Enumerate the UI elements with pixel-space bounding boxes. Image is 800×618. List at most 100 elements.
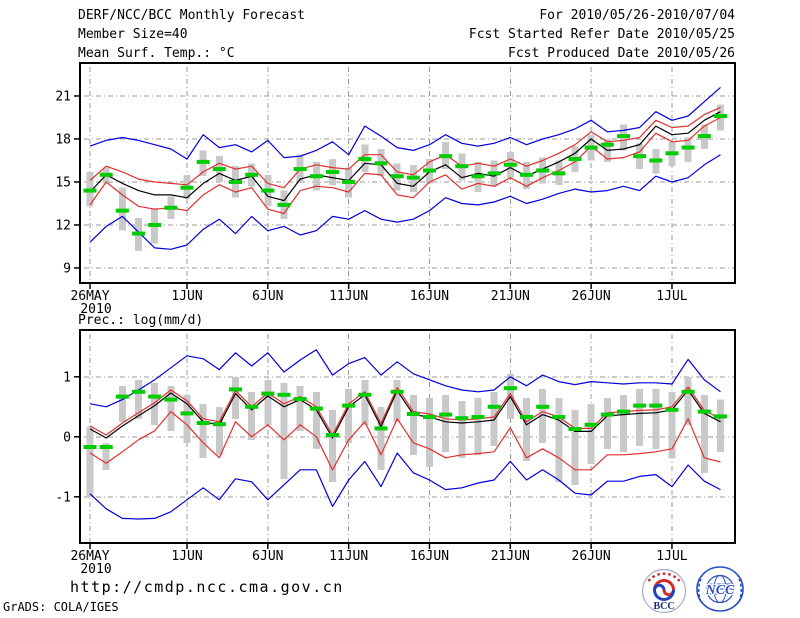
member-spread-bar <box>409 394 417 455</box>
obs-dash-mark <box>293 167 307 172</box>
member-spread-bar <box>86 426 94 497</box>
prec-spread-upper-line <box>89 386 721 436</box>
obs-dash-mark <box>83 445 97 449</box>
obs-dash-mark <box>99 445 113 449</box>
bcc-logo-text: BCC <box>653 601 674 612</box>
temp-spread-lower-line <box>89 116 721 215</box>
member-spread-bar <box>183 394 191 443</box>
obs-dash-mark <box>406 412 420 416</box>
obs-dash-mark <box>342 403 356 408</box>
x-tick-label: 11JUN <box>329 289 368 304</box>
obs-dash-mark <box>487 171 501 176</box>
fcst-produced-label: Fcst Produced Date 2010/05/26 <box>508 46 735 61</box>
obs-dash-mark <box>212 422 226 427</box>
ncc-logo-text: NCC <box>705 583 735 598</box>
prec-plot-frame <box>79 329 736 544</box>
x-tick-label: 16JUN <box>410 549 449 564</box>
obs-dash-mark <box>374 426 388 431</box>
x-tick-label: 11JUN <box>329 549 368 564</box>
page-title: DERF/NCC/BCC Monthly Forecast <box>78 8 305 23</box>
y-tick-label: 1 <box>63 370 71 385</box>
temp-ensemble-max-line <box>89 86 721 160</box>
obs-dash-mark <box>503 162 517 167</box>
obs-dash-mark <box>519 415 533 419</box>
y-tick-label: 15 <box>55 175 71 190</box>
obs-dash-mark <box>325 433 339 437</box>
member-spread-bar <box>539 388 547 443</box>
member-spread-bar <box>393 379 401 422</box>
obs-dash-mark <box>83 188 97 193</box>
x-tick-label: 21JUN <box>491 549 530 564</box>
temp-ensemble-min-line <box>89 154 721 250</box>
obs-dash-mark <box>519 172 533 177</box>
obs-dash-mark <box>309 174 323 179</box>
obs-dash-mark <box>132 231 146 236</box>
ncc-logo: NCC <box>696 566 744 612</box>
ncc-logo-wreath-right <box>737 575 743 603</box>
fcst-started-label: Fcst Started Refer Date 2010/05/25 <box>468 27 735 42</box>
member-spread-bar <box>151 382 159 425</box>
obs-dash-mark <box>713 414 727 419</box>
obs-dash-mark <box>600 142 614 147</box>
obs-dash-mark <box>633 403 647 408</box>
x-tick-label: 6JUN <box>252 549 283 564</box>
x-tick-label: 1JUN <box>171 549 202 564</box>
obs-dash-mark <box>358 157 372 162</box>
member-spread-bar <box>296 385 304 431</box>
member-spread-bar <box>716 399 724 452</box>
member-spread-bar <box>522 397 530 461</box>
obs-dash-mark <box>455 164 469 169</box>
x-tick-label: 16JUN <box>410 289 449 304</box>
obs-dash-mark <box>681 389 695 394</box>
obs-dash-mark <box>115 208 129 213</box>
x-tick-label: 26MAY <box>70 289 109 304</box>
member-spread-bar <box>587 403 595 464</box>
temp-plot-frame <box>79 62 736 284</box>
member-spread-bar <box>603 397 611 449</box>
obs-dash-mark <box>309 406 323 411</box>
obs-dash-mark <box>164 205 178 210</box>
forecast-period-label: For 2010/05/26-2010/07/04 <box>539 8 735 23</box>
prec-ensemble-min-line <box>89 452 721 520</box>
obs-dash-mark <box>164 397 178 402</box>
x-tick-label: 1JUN <box>171 289 202 304</box>
temp-chart-title: Mean Surf. Temp.: °C <box>78 46 235 61</box>
obs-dash-mark <box>665 407 679 412</box>
x-tick-label: 26JUN <box>572 289 611 304</box>
obs-dash-mark <box>277 202 291 207</box>
member-spread-bar <box>571 409 579 485</box>
y-tick-label: 9 <box>63 261 71 276</box>
member-spread-bar <box>312 391 320 449</box>
member-spread-bar <box>458 400 466 458</box>
obs-dash-mark <box>584 145 598 150</box>
obs-dash-mark <box>406 175 420 180</box>
member-spread-bar <box>490 391 498 446</box>
obs-dash-mark <box>487 404 501 409</box>
member-spread-bar <box>215 406 223 455</box>
member-spread-bar <box>264 379 272 425</box>
member-size-label: Member Size=40 <box>78 27 188 42</box>
temp-spread-upper-line <box>89 106 721 189</box>
obs-dash-mark <box>649 158 663 163</box>
y-tick-label: -1 <box>55 490 71 505</box>
obs-dash-mark <box>568 157 582 162</box>
obs-dash-mark <box>697 409 711 414</box>
member-spread-bar <box>102 442 110 470</box>
obs-dash-mark <box>245 172 259 177</box>
obs-dash-mark <box>390 174 404 179</box>
obs-dash-mark <box>390 389 404 394</box>
member-spread-bar <box>425 397 433 467</box>
obs-dash-mark <box>293 397 307 401</box>
obs-dash-mark <box>148 394 162 399</box>
obs-dash-mark <box>713 114 727 119</box>
prec-spread-lower-line <box>89 411 721 471</box>
obs-dash-mark <box>422 415 436 419</box>
member-spread-bar <box>668 391 676 458</box>
prec-member-spread-bars <box>86 373 724 497</box>
member-spread-bar <box>700 394 708 473</box>
obs-dash-mark <box>649 403 663 408</box>
obs-dash-mark <box>584 422 598 427</box>
obs-dash-mark <box>229 387 243 392</box>
source-url[interactable]: http://cmdp.ncc.cma.gov.cn <box>70 578 344 596</box>
